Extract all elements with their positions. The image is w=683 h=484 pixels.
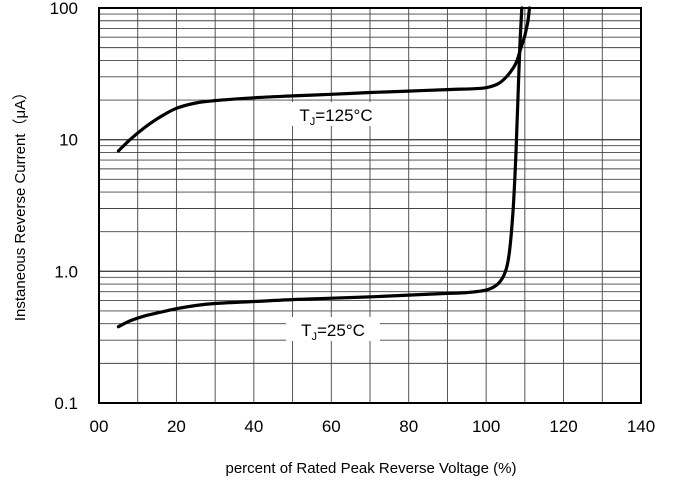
grid — [98, 8, 642, 404]
series-line-25c — [116, 6, 524, 329]
y-tick-label: 1.0 — [54, 262, 78, 281]
x-axis-title: percent of Rated Peak Reverse Voltage (%… — [226, 460, 517, 477]
x-tick-label: 00 — [90, 417, 109, 436]
plot-border — [98, 7, 642, 404]
series-labels: TJ=125°C TJ=25°C — [284, 102, 388, 343]
x-tick-label: 20 — [167, 417, 186, 436]
x-tick-label: 100 — [472, 417, 500, 436]
curves — [116, 6, 532, 329]
x-tick-label: 80 — [399, 417, 418, 436]
series-label-bg — [284, 102, 388, 126]
series-label-bg — [286, 317, 380, 341]
series-line-125c — [116, 6, 532, 153]
plot-frame — [98, 7, 642, 404]
tick-labels: 00 20 40 60 80 100 120 140 0.1 1.0 10 100 — [50, 0, 656, 436]
x-tick-label: 120 — [549, 417, 577, 436]
y-tick-label: 100 — [50, 0, 78, 18]
y-axis-title: Instaneous Reverse Current（μA） — [12, 85, 29, 321]
x-tick-label: 40 — [244, 417, 263, 436]
series-label-25c: TJ=25°C — [301, 321, 365, 343]
y-tick-label: 10 — [59, 131, 78, 150]
x-tick-label: 140 — [627, 417, 655, 436]
y-tick-label: 0.1 — [54, 394, 78, 413]
series-label-125c: TJ=125°C — [299, 106, 372, 128]
x-tick-label: 60 — [322, 417, 341, 436]
